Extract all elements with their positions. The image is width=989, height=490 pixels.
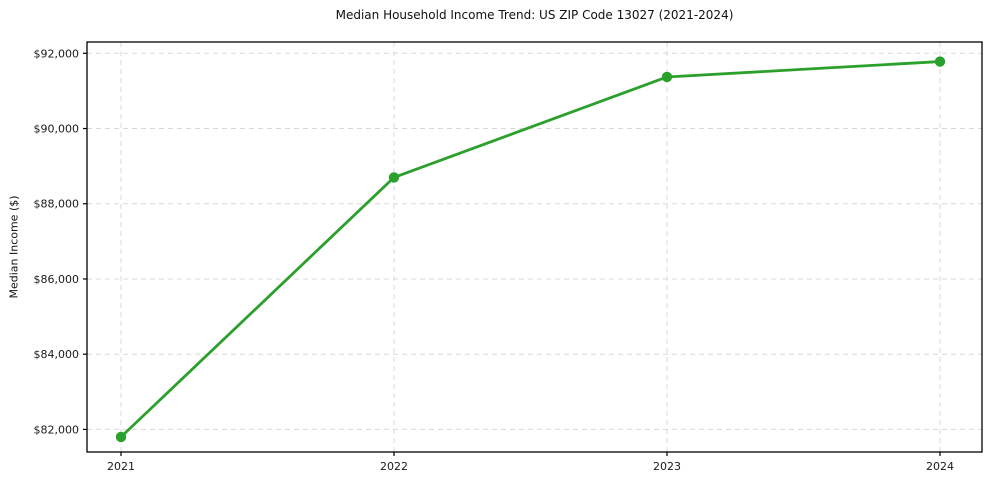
y-tick-label: $84,000 — [34, 348, 80, 361]
y-tick-label: $90,000 — [34, 123, 80, 136]
tick-marks — [83, 52, 941, 456]
series-line — [119, 60, 942, 439]
gridlines — [87, 42, 982, 452]
y-tick-label: $92,000 — [34, 47, 80, 60]
y-tick-label: $82,000 — [34, 423, 80, 436]
data-point-marker — [388, 172, 400, 183]
x-tick-label: 2022 — [380, 460, 408, 473]
x-tick-label: 2023 — [653, 460, 681, 473]
data-point-marker — [661, 71, 673, 83]
chart-title: Median Household Income Trend: US ZIP Co… — [335, 8, 734, 22]
x-tick-label: 2021 — [107, 460, 135, 473]
data-point-marker — [115, 431, 127, 443]
data-point-marker — [934, 56, 946, 67]
y-tick-label: $88,000 — [34, 198, 80, 211]
y-tick-label: $86,000 — [34, 273, 80, 286]
tick-labels: $82,000 $84,000 $86,000 $88,000 $90,000 $92,0… — [34, 47, 955, 473]
x-tick-label: 2024 — [926, 460, 954, 473]
plot-border — [86, 41, 983, 453]
